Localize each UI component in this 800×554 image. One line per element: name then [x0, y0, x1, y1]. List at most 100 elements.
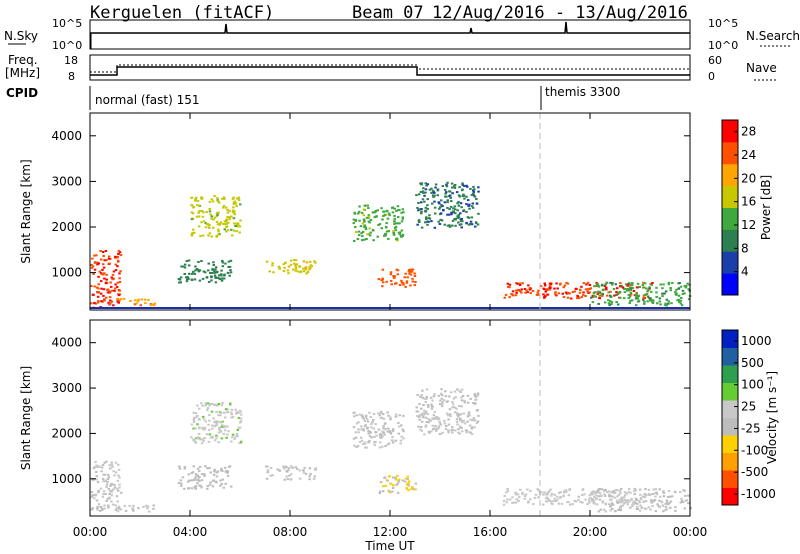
data-cell [601, 294, 604, 297]
data-cell [543, 296, 546, 299]
data-cell [626, 283, 630, 286]
data-cell [132, 504, 135, 507]
data-cell [285, 470, 288, 472]
data-cell [395, 268, 398, 271]
data-cell [278, 267, 281, 270]
data-cell [448, 395, 451, 398]
data-cell [294, 466, 297, 469]
data-cell [457, 204, 461, 207]
data-cell [393, 227, 397, 229]
data-cell [194, 473, 198, 476]
data-cell [683, 507, 686, 510]
data-cell [216, 223, 220, 226]
data-cell [146, 507, 149, 510]
data-cell [589, 493, 593, 495]
data-cell [146, 505, 150, 508]
data-cell [451, 224, 454, 227]
data-cell [401, 208, 404, 211]
data-cell [205, 433, 209, 436]
data-cell [593, 294, 596, 297]
data-cell [651, 282, 654, 284]
data-cell [388, 475, 391, 478]
data-cell [437, 425, 441, 428]
data-cell [114, 471, 118, 474]
data-cell [580, 285, 583, 288]
data-cell [610, 498, 613, 501]
data-cell [437, 394, 440, 397]
data-cell [593, 499, 596, 502]
data-cell [178, 465, 181, 468]
data-cell [451, 426, 454, 429]
data-cell [107, 301, 110, 304]
data-cell [215, 471, 219, 474]
data-cell [209, 402, 212, 405]
data-cell [235, 225, 239, 228]
data-cell [417, 202, 420, 204]
data-cell [198, 465, 202, 468]
data-cell [647, 289, 650, 292]
data-cell [392, 232, 395, 235]
data-cell [652, 299, 655, 302]
colorbar-tick-label: 25 [741, 400, 756, 414]
data-cell [658, 506, 662, 509]
data-cell [514, 493, 518, 496]
data-cell [142, 505, 145, 508]
data-cell [557, 292, 561, 295]
data-cell [608, 490, 611, 493]
data-cell [370, 423, 373, 425]
scatter-region [352, 410, 405, 449]
data-cell [621, 286, 625, 289]
data-cell [397, 432, 401, 435]
data-cell [286, 478, 290, 481]
data-cell [382, 432, 386, 435]
data-cell [415, 410, 418, 413]
data-cell [469, 418, 472, 421]
data-cell [424, 182, 427, 185]
data-cell [427, 421, 430, 424]
data-cell [464, 429, 468, 432]
data-cell [428, 214, 431, 217]
data-cell [465, 195, 468, 198]
data-cell [650, 290, 653, 293]
data-cell [195, 196, 198, 199]
data-cell [424, 425, 428, 428]
data-cell [598, 294, 601, 297]
data-cell [103, 272, 106, 275]
data-cell [655, 296, 658, 298]
data-cell [281, 465, 285, 468]
data-cell [597, 510, 601, 513]
data-cell [507, 285, 510, 288]
data-cell [282, 263, 285, 266]
data-cell [226, 211, 230, 214]
data-cell [235, 230, 239, 233]
data-cell [290, 465, 293, 468]
data-cell [421, 396, 424, 399]
data-cell [361, 416, 364, 419]
data-cell [469, 187, 472, 190]
data-cell [358, 210, 361, 213]
data-cell [364, 226, 367, 229]
data-cell [543, 295, 547, 298]
data-cell [207, 423, 210, 426]
data-cell [568, 292, 571, 295]
data-cell [105, 296, 108, 299]
data-cell [361, 235, 364, 238]
data-cell [448, 195, 451, 198]
data-cell [617, 493, 621, 496]
data-cell [381, 445, 384, 448]
data-cell [112, 304, 115, 307]
data-cell [512, 501, 516, 504]
data-cell [598, 492, 602, 495]
data-cell [665, 499, 669, 502]
data-cell [571, 503, 574, 506]
data-cell [433, 200, 436, 203]
data-cell [602, 288, 605, 291]
data-cell [597, 302, 600, 305]
data-cell [400, 229, 404, 232]
data-cell [607, 302, 611, 305]
data-cell [457, 431, 460, 434]
data-cell [131, 507, 134, 510]
data-cell [520, 288, 523, 291]
data-cell [461, 183, 464, 186]
